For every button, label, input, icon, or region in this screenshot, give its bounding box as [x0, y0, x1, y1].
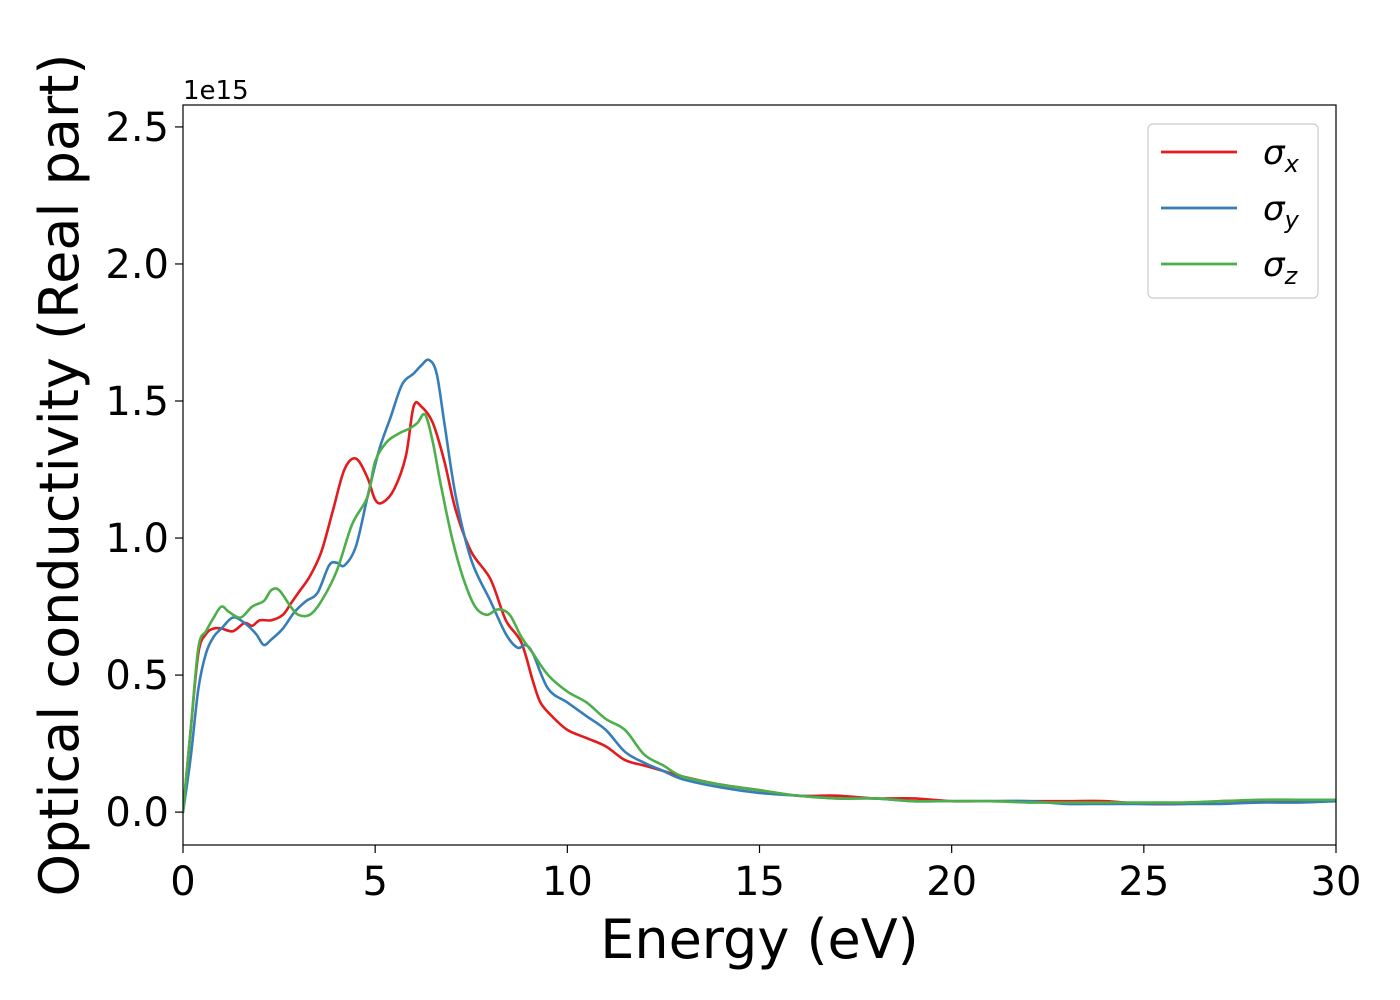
- x-tick-label: 0: [170, 859, 195, 905]
- y-axis-offset-text: 1e15: [183, 76, 249, 106]
- legend-symbol: σ: [1263, 189, 1286, 229]
- legend-box: [1147, 123, 1319, 299]
- x-axis-label: Energy (eV): [600, 908, 919, 971]
- x-axis-ticks: 0 5 10 15 20 25 30: [170, 845, 1361, 905]
- legend-label-y: σy: [1263, 189, 1300, 234]
- x-tick-label: 25: [1118, 859, 1169, 905]
- series-lines: [183, 358, 1336, 814]
- y-tick-label: 1.0: [105, 516, 169, 562]
- y-tick-label: 0.0: [105, 790, 169, 836]
- legend-label-z: σz: [1263, 245, 1299, 290]
- legend-subscript: x: [1284, 150, 1300, 178]
- x-tick-label: 20: [926, 859, 977, 905]
- y-tick-label: 0.5: [105, 653, 169, 699]
- series-line-y: [183, 358, 1336, 814]
- x-tick-label: 10: [542, 859, 593, 905]
- y-axis-label: Optical conductivity (Real part): [28, 54, 91, 897]
- x-tick-label: 15: [734, 859, 785, 905]
- x-tick-label: 30: [1311, 859, 1362, 905]
- legend-label-x: σx: [1263, 133, 1300, 178]
- legend-symbol: σ: [1263, 245, 1286, 285]
- legend-symbol: σ: [1263, 133, 1286, 173]
- y-tick-label: 1.5: [105, 379, 169, 425]
- legend-subscript: y: [1284, 206, 1300, 234]
- legend-subscript: z: [1284, 262, 1299, 290]
- x-tick-label: 5: [362, 859, 387, 905]
- series-line-x: [183, 400, 1336, 814]
- series-line-z: [183, 412, 1336, 814]
- y-tick-label: 2.0: [105, 242, 169, 288]
- y-tick-label: 2.5: [105, 105, 169, 151]
- y-axis-ticks: 0.0 0.5 1.0 1.5 2.0 2.5: [105, 105, 183, 836]
